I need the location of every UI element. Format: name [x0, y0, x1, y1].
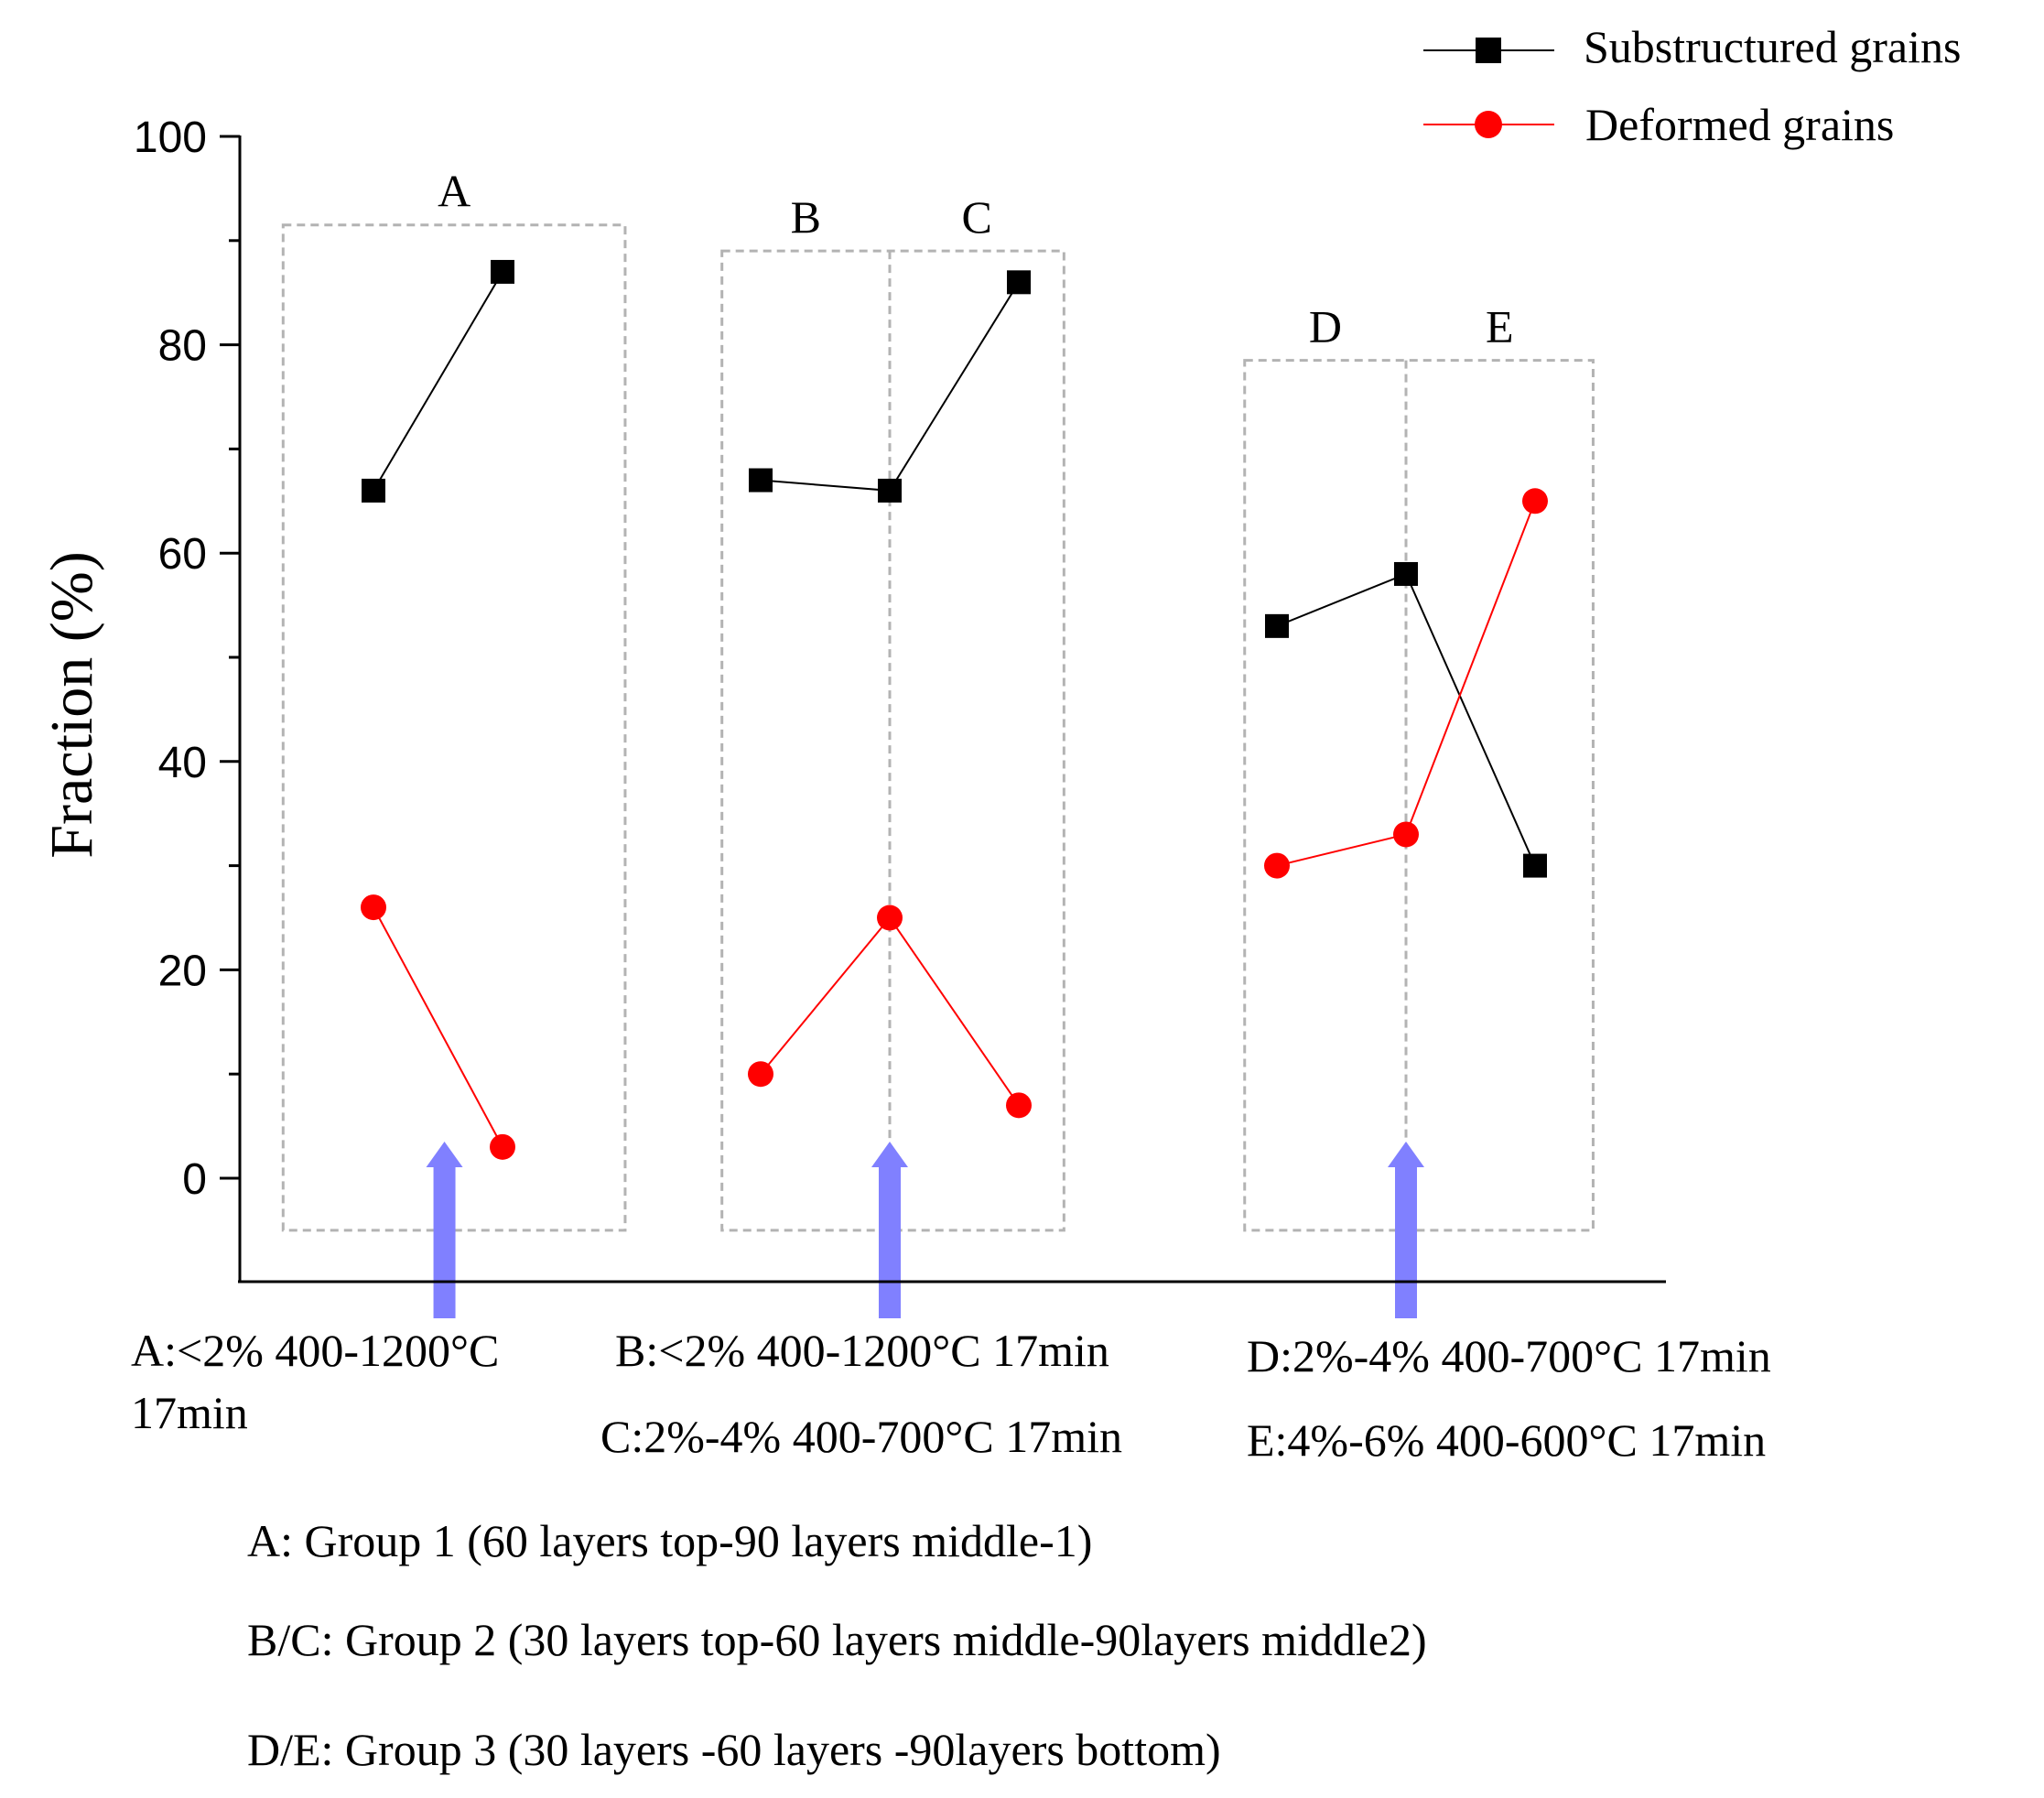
group-note-de: D/E: Group 3 (30 layers -60 layers -90la… [247, 1724, 1221, 1775]
legend-marker-substructured [1476, 38, 1501, 63]
y-tick-label: 100 [134, 114, 207, 162]
legend-label-substructured: Substructured grains [1584, 21, 1961, 72]
up-arrow-icon [1388, 1142, 1424, 1318]
region-box-a [281, 223, 627, 1232]
substructured-point [362, 478, 385, 503]
region-boxes [281, 223, 1595, 1232]
group-note-bc: B/C: Group 2 (30 layers top-60 layers mi… [247, 1614, 1427, 1665]
y-tick-label: 80 [158, 322, 207, 371]
box-label-c: C [961, 191, 991, 243]
up-arrow-icon [871, 1142, 908, 1318]
indicator-arrows [426, 1142, 1424, 1318]
condition-a-line2: 17min [131, 1387, 248, 1438]
region-box-de [1243, 359, 1595, 1232]
y-ticks: 0 20 40 60 80 100 [134, 114, 240, 1204]
condition-c: C:2%-4% 400-700°C 17min [600, 1411, 1122, 1462]
legend-marker-deformed [1475, 111, 1502, 138]
substructured-point [749, 468, 773, 493]
substructured-point [1007, 270, 1031, 295]
legend-label-deformed: Deformed grains [1585, 99, 1894, 150]
box-label-d: D [1309, 301, 1342, 352]
substructured-point [1394, 561, 1418, 586]
deformed-point [1522, 488, 1548, 514]
series-group [361, 259, 1548, 1160]
box-labels: A B C D E [438, 166, 1513, 352]
substructured-point [1523, 853, 1547, 878]
up-arrow-icon [426, 1142, 463, 1318]
y-tick-label: 20 [158, 947, 207, 995]
box-label-b: B [791, 191, 821, 243]
condition-b: B:<2% 400-1200°C 17min [615, 1325, 1109, 1376]
deformed-point [1393, 821, 1419, 848]
deformed-point [490, 1133, 515, 1160]
y-tick-label: 0 [182, 1155, 207, 1204]
y-tick-label: 40 [158, 739, 207, 787]
region-box-bc [720, 249, 1065, 1232]
deformed-line-segment [373, 906, 503, 1148]
box-label-e: E [1486, 301, 1514, 352]
substructured-point [878, 478, 902, 503]
group-note-a: A: Group 1 (60 layers top-90 layers midd… [247, 1515, 1092, 1566]
deformed-point [1006, 1092, 1032, 1119]
y-axis-label: Fraction (%) [38, 551, 105, 858]
substructured-line-segment [373, 271, 503, 492]
deformed-point [877, 904, 903, 931]
legend: Substructured grains Deformed grains [1423, 21, 1961, 150]
condition-a-line1: A:<2% 400-1200°C [131, 1325, 499, 1376]
box-label-a: A [438, 166, 470, 217]
deformed-point [1264, 852, 1290, 879]
group-notes: A: Group 1 (60 layers top-90 layers midd… [247, 1515, 1427, 1775]
conditions: A:<2% 400-1200°C 17min B:<2% 400-1200°C … [131, 1325, 1771, 1466]
substructured-point [1265, 613, 1289, 638]
y-tick-label: 60 [158, 530, 207, 579]
deformed-point [748, 1061, 773, 1088]
substructured-point [491, 259, 514, 284]
condition-d: D:2%-4% 400-700°C 17min [1247, 1330, 1771, 1381]
deformed-point [361, 894, 386, 921]
condition-e: E:4%-6% 400-600°C 17min [1247, 1414, 1766, 1466]
